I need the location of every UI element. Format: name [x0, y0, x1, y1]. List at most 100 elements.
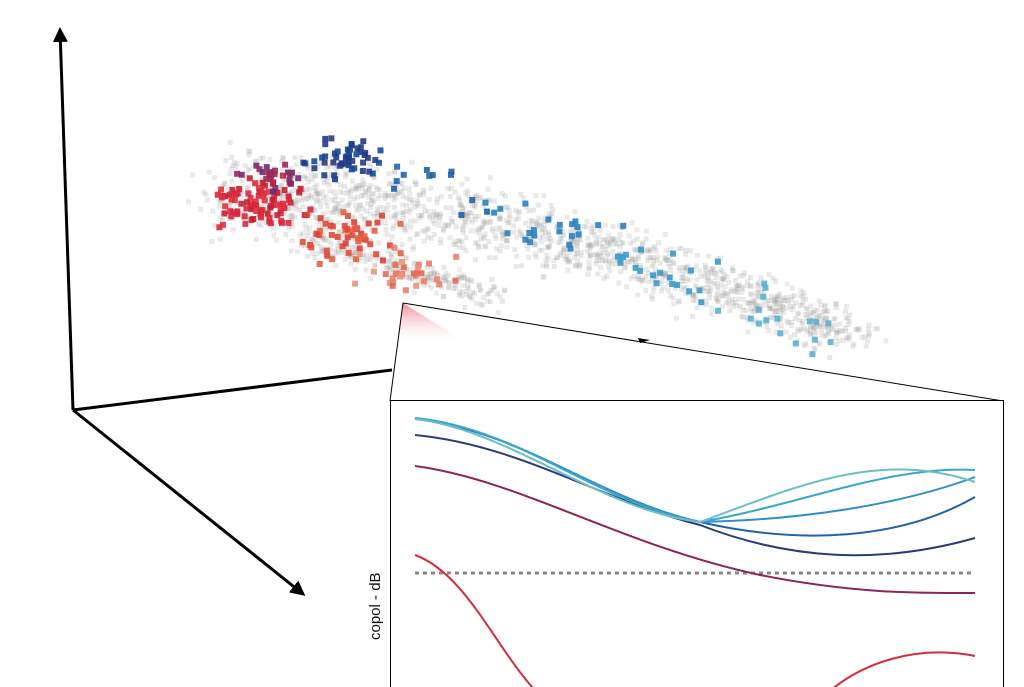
point — [300, 230, 306, 236]
point — [713, 275, 719, 281]
point — [784, 297, 790, 303]
point — [771, 298, 777, 304]
point — [735, 289, 741, 295]
point — [462, 275, 468, 281]
point — [820, 308, 826, 314]
point — [394, 210, 400, 216]
point — [609, 239, 615, 245]
point — [714, 284, 720, 290]
point — [500, 228, 506, 234]
point — [391, 223, 397, 229]
point — [574, 243, 580, 249]
point — [445, 272, 451, 278]
point — [216, 203, 222, 209]
point — [581, 223, 587, 229]
point — [671, 261, 677, 267]
point — [776, 300, 782, 306]
point — [446, 280, 452, 286]
point — [492, 255, 498, 261]
point — [653, 274, 659, 280]
point — [393, 178, 400, 185]
point — [718, 267, 724, 273]
point — [356, 258, 362, 264]
point — [734, 286, 740, 292]
point — [635, 254, 641, 260]
point — [365, 201, 371, 207]
point — [533, 193, 539, 199]
point — [259, 169, 266, 176]
point — [277, 207, 284, 214]
point — [520, 233, 526, 239]
point — [321, 159, 328, 166]
point — [819, 332, 825, 338]
point — [586, 260, 592, 266]
point — [803, 305, 809, 311]
point — [635, 256, 641, 262]
point — [772, 278, 778, 284]
point — [790, 285, 796, 291]
point — [376, 204, 382, 210]
point — [705, 288, 711, 294]
point — [293, 197, 299, 203]
point — [248, 206, 255, 213]
point — [230, 163, 236, 169]
point — [288, 180, 295, 187]
point — [349, 244, 355, 250]
point — [368, 227, 374, 233]
point — [347, 194, 353, 200]
point — [572, 209, 578, 215]
point — [653, 248, 659, 254]
point — [472, 240, 478, 246]
point — [314, 182, 320, 188]
point — [773, 329, 779, 335]
point — [394, 163, 401, 170]
point — [805, 311, 811, 317]
point — [522, 200, 529, 207]
point — [691, 291, 697, 297]
point — [822, 303, 828, 309]
point — [300, 204, 306, 210]
point — [481, 234, 487, 240]
point — [578, 253, 584, 259]
point — [834, 330, 840, 336]
point — [507, 215, 513, 221]
point — [485, 197, 491, 203]
point — [554, 255, 560, 261]
point — [437, 214, 443, 220]
point — [427, 214, 433, 220]
point — [255, 221, 261, 227]
point — [713, 270, 719, 276]
point — [350, 186, 356, 192]
point — [730, 268, 736, 274]
point — [419, 213, 425, 219]
point — [345, 202, 351, 208]
point — [740, 307, 746, 313]
point — [526, 254, 532, 260]
point — [774, 309, 780, 315]
point — [624, 284, 630, 290]
point — [825, 328, 831, 334]
point — [801, 343, 807, 349]
point — [353, 151, 360, 158]
point — [703, 298, 709, 304]
point — [596, 234, 602, 240]
point — [388, 251, 394, 257]
point — [220, 183, 226, 189]
point — [217, 236, 223, 242]
point — [453, 285, 459, 291]
point — [332, 206, 338, 212]
point — [456, 244, 462, 250]
point — [758, 289, 764, 295]
point — [531, 207, 537, 213]
point — [353, 184, 359, 190]
point — [397, 220, 404, 227]
point — [261, 182, 268, 189]
point — [537, 235, 543, 241]
point — [739, 286, 745, 292]
point — [415, 279, 421, 285]
point — [551, 258, 557, 264]
point — [368, 202, 374, 208]
point — [792, 315, 798, 321]
point — [359, 168, 366, 175]
point — [726, 302, 732, 308]
